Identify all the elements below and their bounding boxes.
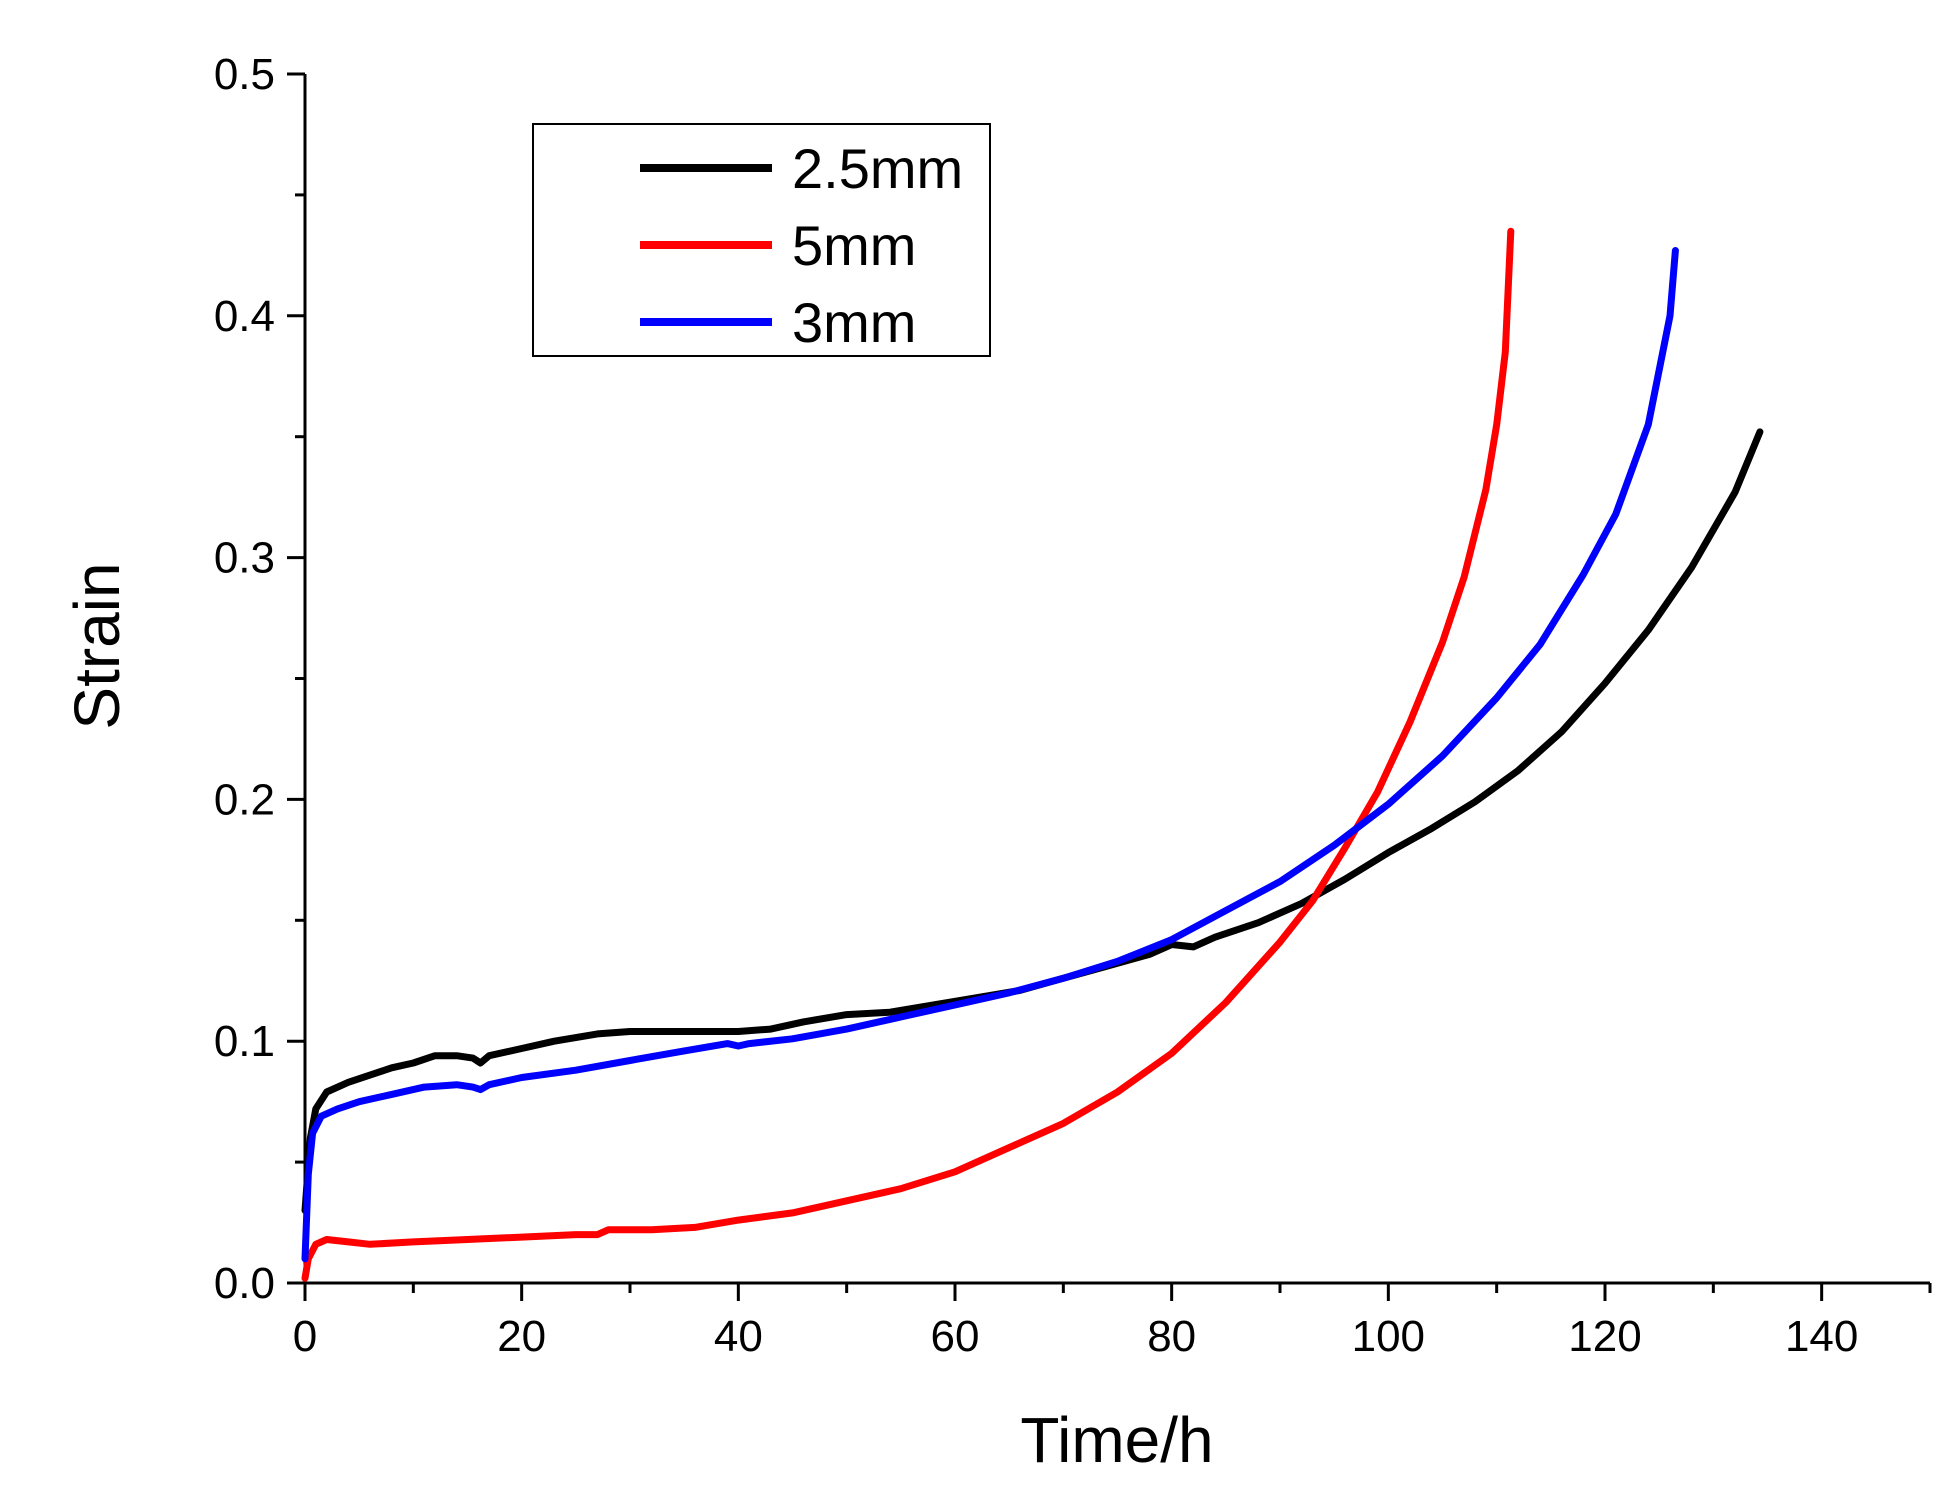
x-ticks: 0 20 40 60 80 100 120 140 [293, 1283, 1932, 1361]
x-tick-label: 0 [293, 1312, 317, 1361]
x-axis-title: Time/h [1020, 1404, 1213, 1476]
legend-label: 3mm [792, 291, 916, 354]
x-tick-label: 120 [1568, 1312, 1641, 1361]
y-tick-label: 0.4 [214, 292, 275, 341]
x-tick-label: 140 [1785, 1312, 1858, 1361]
y-ticks: 0.0 0.1 0.2 0.3 0.4 0.5 [214, 50, 305, 1308]
y-tick-label: 0.5 [214, 50, 275, 99]
series-line-2.5mm [301, 428, 1764, 1214]
legend-box [532, 123, 991, 357]
series-line-5mm [301, 227, 1515, 1282]
x-tick-label: 100 [1352, 1312, 1425, 1361]
y-axis-title: Strain [61, 562, 133, 729]
y-tick-label: 0.2 [214, 775, 275, 824]
x-tick-label: 20 [497, 1312, 546, 1361]
plot-lines [301, 227, 1764, 1282]
y-tick-label: 0.3 [214, 534, 275, 583]
legend: 2.5mm 5mm 3mm [532, 123, 991, 357]
legend-label: 2.5mm [792, 137, 963, 200]
x-tick-label: 40 [714, 1312, 763, 1361]
legend-label: 5mm [792, 214, 916, 277]
y-tick-label: 0.1 [214, 1017, 275, 1066]
x-tick-label: 80 [1147, 1312, 1196, 1361]
y-tick-label: 0.0 [214, 1259, 275, 1308]
series-line-3mm [301, 247, 1679, 1263]
x-tick-label: 60 [931, 1312, 980, 1361]
